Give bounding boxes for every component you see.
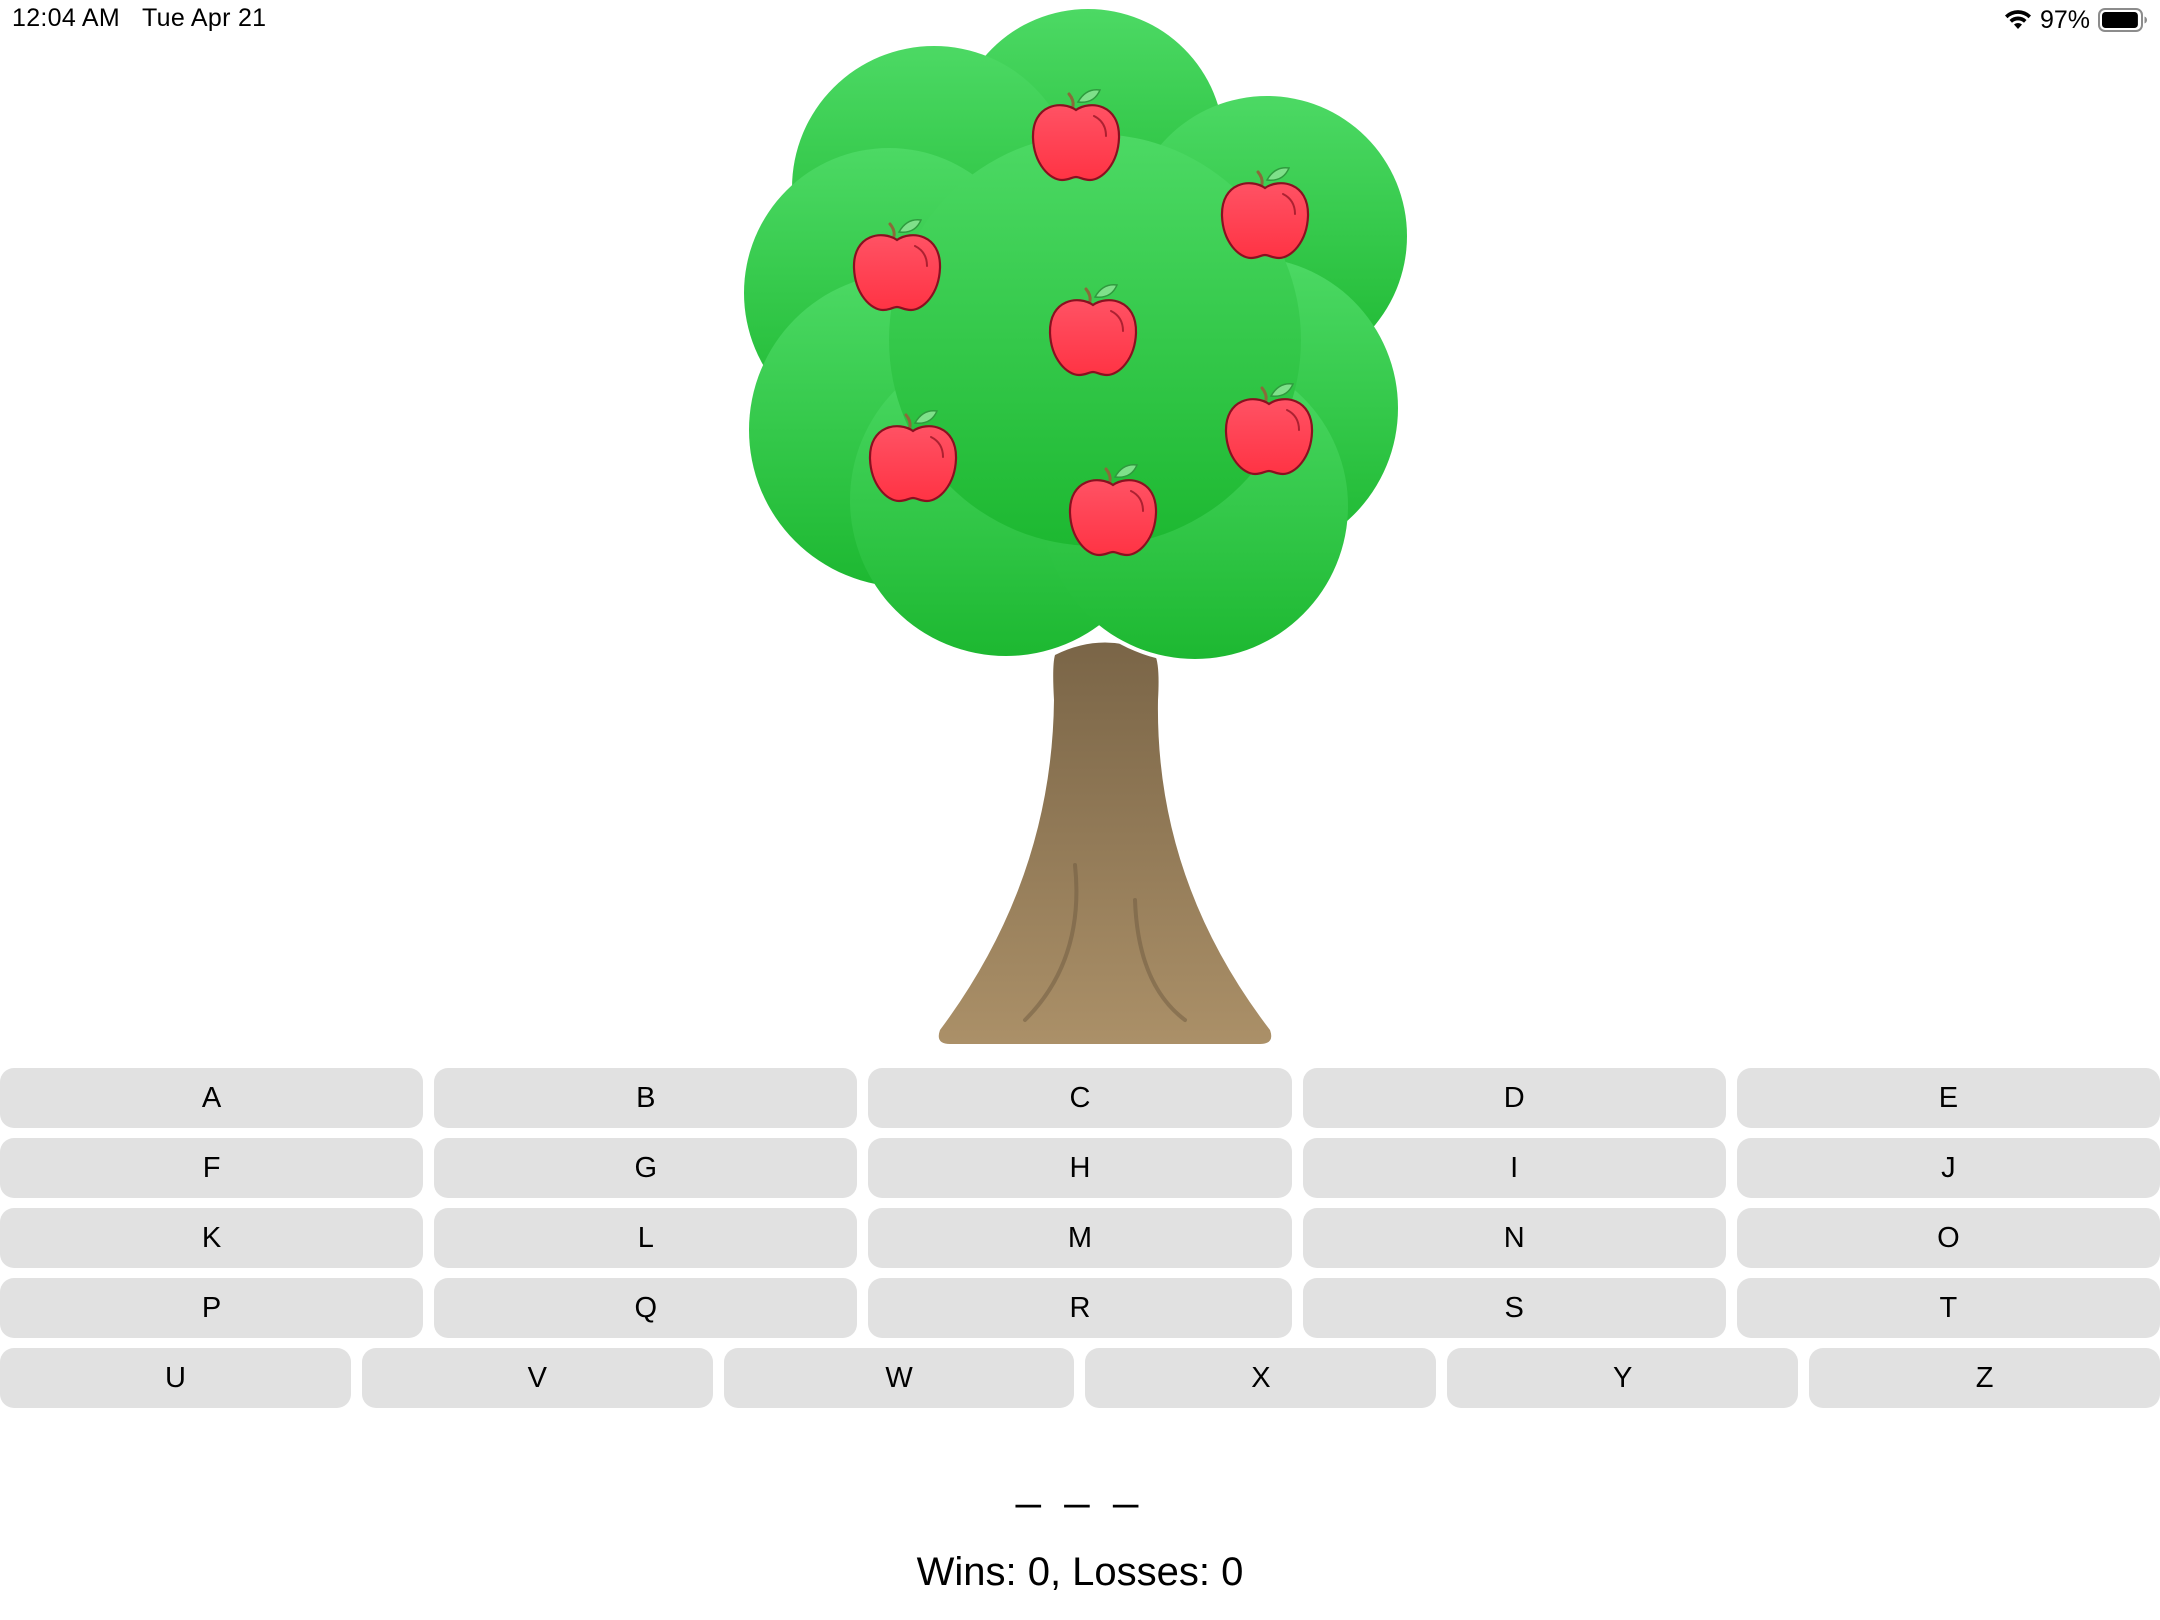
status-time: 12:04 AM — [12, 4, 121, 32]
status-bar: 12:04 AM Tue Apr 21 97% — [0, 0, 2160, 40]
letter-button-i[interactable]: I — [1302, 1138, 1726, 1198]
apple-icon — [1031, 89, 1121, 182]
letter-button-b[interactable]: B — [434, 1068, 858, 1128]
letter-button-s[interactable]: S — [1302, 1278, 1726, 1338]
battery-icon — [2098, 8, 2147, 32]
letter-button-t[interactable]: T — [1736, 1278, 2160, 1338]
letter-button-r[interactable]: R — [868, 1278, 1292, 1338]
letter-button-z[interactable]: Z — [1809, 1348, 2160, 1408]
status-right: 97% — [2004, 4, 2148, 36]
status-date: Tue Apr 21 — [142, 4, 267, 32]
tree-trunk — [938, 642, 1272, 1044]
letter-button-y[interactable]: Y — [1447, 1348, 1799, 1408]
apple-icon — [1220, 167, 1310, 260]
letter-button-f[interactable]: F — [0, 1138, 424, 1198]
letter-button-u[interactable]: U — [0, 1348, 351, 1408]
letter-button-a[interactable]: A — [0, 1068, 424, 1128]
apples — [852, 89, 1314, 557]
letter-button-j[interactable]: J — [1736, 1138, 2160, 1198]
apple-icon — [1224, 383, 1314, 476]
score-label: Wins: 0, Losses: 0 — [916, 1550, 1244, 1594]
apple-icon — [852, 219, 942, 312]
wifi-icon — [2004, 10, 2031, 29]
letter-button-q[interactable]: Q — [434, 1278, 858, 1338]
letter-button-d[interactable]: D — [1302, 1068, 1726, 1128]
letter-button-h[interactable]: H — [868, 1138, 1292, 1198]
letter-button-c[interactable]: C — [868, 1068, 1292, 1128]
letter-button-e[interactable]: E — [1736, 1068, 2160, 1128]
apple-icon — [868, 410, 958, 503]
letter-button-x[interactable]: X — [1085, 1348, 1437, 1408]
word-display: _ _ _ — [1016, 1460, 1144, 1509]
letter-button-o[interactable]: O — [1736, 1208, 2160, 1268]
letter-button-n[interactable]: N — [1302, 1208, 1726, 1268]
letter-button-g[interactable]: G — [434, 1138, 858, 1198]
apple-icon — [1048, 284, 1138, 377]
letter-button-v[interactable]: V — [361, 1348, 713, 1408]
letter-button-p[interactable]: P — [0, 1278, 424, 1338]
letter-button-k[interactable]: K — [0, 1208, 424, 1268]
letter-button-w[interactable]: W — [723, 1348, 1075, 1408]
apple-tree — [740, 5, 1411, 1044]
letter-button-m[interactable]: M — [868, 1208, 1292, 1268]
apple-icon — [1068, 464, 1158, 557]
battery-percent: 97% — [2039, 5, 2090, 34]
letter-button-l[interactable]: L — [434, 1208, 858, 1268]
